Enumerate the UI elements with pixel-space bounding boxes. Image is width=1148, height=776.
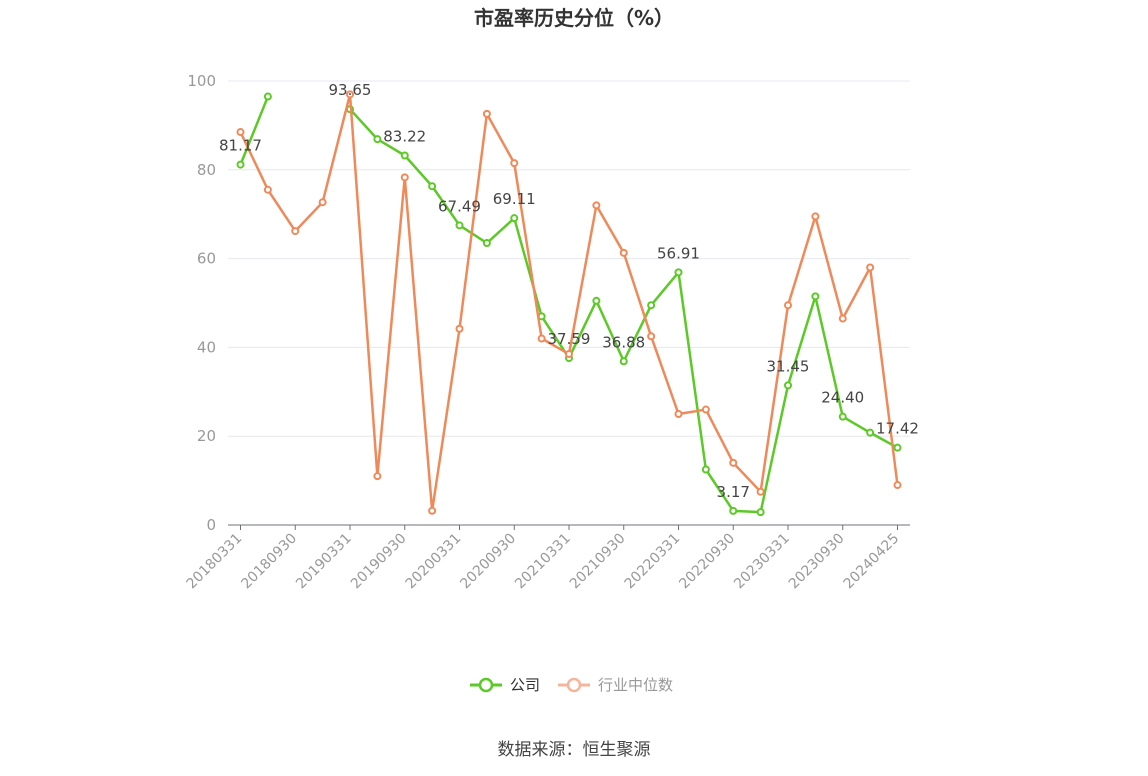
data-point[interactable] (291, 227, 300, 236)
data-label: 93.65 (329, 81, 372, 99)
x-tick-label: 20200331 (403, 531, 465, 593)
data-point[interactable] (784, 381, 792, 390)
y-tick-label: 0 (206, 516, 216, 534)
data-label: 36.88 (602, 333, 645, 351)
x-tick-label: 20180930 (238, 531, 300, 593)
data-point[interactable] (701, 405, 710, 414)
grid (228, 80, 910, 437)
data-label: 67.49 (438, 197, 481, 215)
legend-company-label: 公司 (510, 676, 540, 694)
x-tick-label: 20190930 (348, 531, 410, 593)
data-labels: 81.17 93.65 83.22 67.49 69.11 37.59 36.88 56.91… (219, 81, 919, 501)
data-point[interactable] (756, 508, 765, 517)
data-point[interactable] (400, 173, 409, 182)
data-label: 37.59 (548, 330, 591, 348)
data-point[interactable] (482, 109, 491, 118)
series (236, 90, 902, 517)
data-point[interactable] (373, 135, 382, 144)
data-label: 83.22 (383, 128, 426, 146)
data-point[interactable] (893, 481, 902, 490)
data-point[interactable] (346, 90, 354, 99)
y-tick-label: 20 (197, 427, 216, 445)
data-label: 17.42 (876, 420, 919, 438)
data-point[interactable] (619, 357, 628, 366)
data-point[interactable] (701, 465, 710, 474)
x-tick-label: 20230331 (731, 531, 793, 593)
data-point[interactable] (455, 324, 464, 333)
data-label: 24.40 (821, 389, 864, 407)
data-point[interactable] (263, 92, 272, 101)
data-point[interactable] (866, 428, 875, 437)
data-point[interactable] (811, 212, 820, 221)
data-point[interactable] (729, 458, 738, 467)
x-tick-label: 20180331 (184, 531, 246, 593)
series-industry-median (236, 90, 902, 515)
data-label: 81.17 (219, 137, 262, 155)
data-point[interactable] (400, 151, 409, 160)
data-point[interactable] (482, 239, 491, 248)
data-point[interactable] (756, 487, 765, 496)
data-point[interactable] (866, 263, 875, 272)
x-tick-label: 20200930 (457, 531, 519, 593)
legend-item-industry-median[interactable]: 行业中位数 (558, 676, 673, 694)
x-tick-label: 20220331 (622, 531, 684, 593)
data-point[interactable] (236, 128, 245, 137)
data-point[interactable] (811, 292, 820, 301)
x-tick-label: 20240425 (841, 531, 903, 593)
data-point[interactable] (510, 159, 519, 168)
data-point[interactable] (263, 185, 272, 194)
data-point[interactable] (893, 443, 902, 452)
data-point[interactable] (674, 410, 683, 418)
data-point[interactable] (455, 221, 464, 230)
data-point[interactable] (537, 334, 546, 343)
data-point[interactable] (647, 301, 656, 310)
x-tick-label: 20190331 (293, 531, 355, 593)
legend-industry-label: 行业中位数 (598, 676, 673, 694)
data-point[interactable] (373, 472, 382, 481)
data-point[interactable] (619, 248, 628, 257)
data-point[interactable] (838, 412, 847, 421)
data-point[interactable] (592, 201, 601, 210)
data-point[interactable] (318, 198, 327, 207)
data-point[interactable] (784, 301, 792, 310)
y-tick-label: 40 (197, 338, 216, 356)
series-company (236, 92, 902, 517)
data-point[interactable] (565, 350, 573, 359)
data-source: 数据来源：恒生聚源 (498, 740, 651, 760)
data-label: 69.11 (493, 190, 536, 208)
data-point[interactable] (428, 182, 437, 191)
data-point[interactable] (510, 214, 519, 223)
x-tick-label: 20210331 (512, 531, 574, 593)
series-line (239, 96, 899, 514)
data-label: 56.91 (657, 244, 700, 262)
legend-industry-marker-icon (566, 677, 582, 693)
series-line (239, 93, 899, 513)
data-point[interactable] (838, 314, 847, 323)
y-tick-label: 60 (197, 250, 216, 268)
x-tick-label: 20210930 (567, 531, 629, 593)
data-point[interactable] (674, 268, 683, 277)
chart-title: 市盈率历史分位（%） (474, 6, 674, 30)
data-point[interactable] (236, 160, 245, 169)
legend: 公司 行业中位数 (470, 676, 673, 694)
x-tick-label: 20230930 (786, 531, 848, 593)
x-tick-label: 20220930 (676, 531, 738, 593)
data-point[interactable] (592, 296, 601, 305)
data-point[interactable] (428, 506, 437, 515)
data-point[interactable] (729, 506, 738, 515)
legend-company-marker-icon (478, 677, 494, 693)
data-label: 3.17 (717, 483, 750, 501)
data-point[interactable] (647, 332, 656, 341)
data-label: 31.45 (767, 357, 810, 375)
legend-item-company[interactable]: 公司 (470, 676, 540, 694)
y-tick-label: 80 (197, 161, 216, 179)
y-tick-label: 100 (187, 72, 216, 90)
